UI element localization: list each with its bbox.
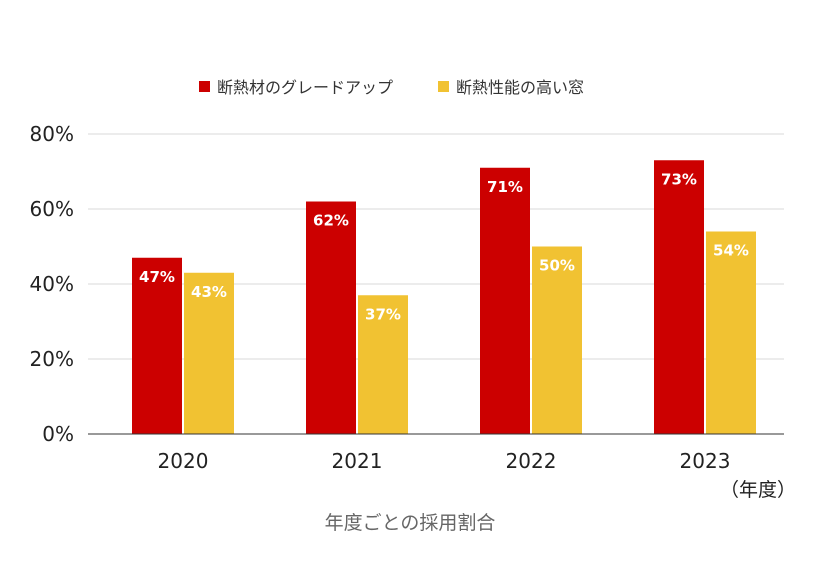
- y-tick-label: 40%: [30, 272, 74, 296]
- bar-断熱性能の高い窓-2021: [358, 295, 408, 434]
- bar-断熱性能の高い窓-2020: [184, 272, 234, 434]
- y-tick-label: 60%: [30, 197, 74, 221]
- x-tick-label: 2023: [680, 449, 731, 473]
- legend-swatch-0: [199, 81, 210, 92]
- data-label: 47%: [139, 268, 175, 286]
- bar-断熱性能の高い窓-2022: [532, 246, 582, 434]
- data-labels: 47% 43% 62% 37% 71% 50% 73% 54%: [139, 170, 749, 323]
- x-tick-label: 2021: [332, 449, 383, 473]
- y-tick-label: 20%: [30, 347, 74, 371]
- bar-断熱材のグレードアップ-2022: [480, 167, 530, 434]
- y-tick-label: 80%: [30, 122, 74, 146]
- data-label: 37%: [365, 305, 401, 323]
- bars: [132, 160, 756, 434]
- bar-断熱材のグレードアップ-2023: [654, 160, 704, 434]
- data-label: 73%: [661, 170, 697, 188]
- bar-断熱性能の高い窓-2023: [706, 231, 756, 434]
- legend: 断熱材のグレードアップ 断熱性能の高い窓: [199, 78, 584, 97]
- data-label: 62%: [313, 212, 349, 230]
- data-label: 54%: [713, 242, 749, 260]
- x-axis-ticks: 2020 2021 2022 2023: [158, 449, 731, 473]
- data-label: 43%: [191, 283, 227, 301]
- data-label: 71%: [487, 178, 523, 196]
- bar-断熱材のグレードアップ-2020: [132, 257, 182, 434]
- data-label: 50%: [539, 257, 575, 275]
- x-axis-title: 年度ごとの採用割合: [325, 512, 496, 534]
- x-axis-unit-label: （年度）: [720, 479, 796, 501]
- x-tick-label: 2022: [506, 449, 557, 473]
- y-axis-ticks: 0% 20% 40% 60% 80%: [30, 122, 74, 446]
- x-tick-label: 2020: [158, 449, 209, 473]
- bar-断熱材のグレードアップ-2021: [306, 201, 356, 434]
- legend-label-1: 断熱性能の高い窓: [456, 78, 584, 97]
- y-tick-label: 0%: [42, 422, 74, 446]
- legend-label-0: 断熱材のグレードアップ: [217, 78, 393, 97]
- legend-swatch-1: [438, 81, 449, 92]
